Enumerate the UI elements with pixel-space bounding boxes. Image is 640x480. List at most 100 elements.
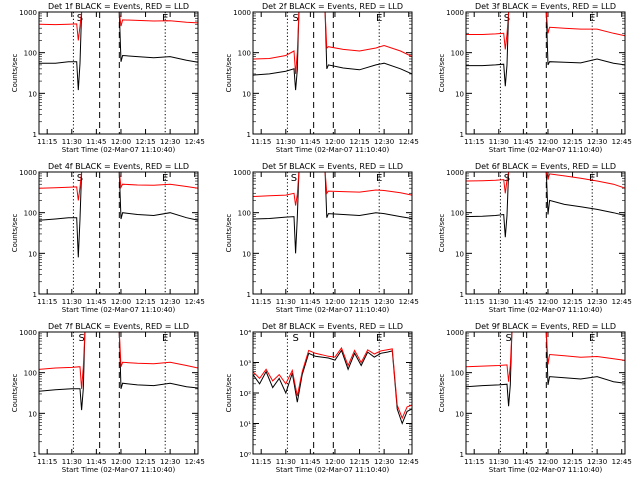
- y-tick-label: 100: [238, 50, 251, 58]
- x-tick-label: 12:15: [135, 138, 155, 146]
- y-axis-label: Counts/sec: [438, 214, 446, 253]
- plot-frame: [38, 11, 199, 135]
- x-tick-label: 12:00: [538, 138, 558, 146]
- events-series-line: [466, 332, 625, 407]
- x-tick-label: 12:30: [587, 138, 607, 146]
- x-axis-label: Start Time (02-Mar-07 11:10:40): [489, 146, 603, 154]
- end-marker: E: [162, 173, 168, 184]
- start-marker: S: [505, 333, 511, 344]
- events-series-line: [39, 332, 198, 411]
- events-series-line: [466, 172, 625, 238]
- x-tick-label: 12:30: [160, 458, 180, 466]
- start-marker: S: [292, 13, 298, 24]
- lld-series-line: [39, 172, 198, 201]
- end-marker: E: [589, 173, 595, 184]
- y-axis-label: Counts/sec: [225, 54, 233, 93]
- series-group: [466, 172, 625, 238]
- y-tick-label: 10: [455, 410, 464, 418]
- plot-frame: [465, 11, 626, 135]
- x-tick-label: 12:45: [185, 138, 205, 146]
- y-axis-label: Counts/sec: [11, 214, 19, 253]
- x-tick-label: 12:30: [587, 458, 607, 466]
- x-axis-label: Start Time (02-Mar-07 11:10:40): [276, 306, 390, 314]
- x-tick-label: 12:30: [374, 298, 394, 306]
- series-group: [253, 172, 412, 254]
- x-tick-label: 12:45: [399, 458, 419, 466]
- lld-series-line: [466, 172, 625, 194]
- x-axis-label: Start Time (02-Mar-07 11:10:40): [489, 466, 603, 474]
- y-tick-label: 100: [24, 370, 37, 378]
- end-marker: E: [162, 333, 168, 344]
- y-axis-label: Counts/sec: [438, 54, 446, 93]
- y-tick-label: 1: [247, 291, 251, 299]
- y-tick-label: 100: [24, 210, 37, 218]
- x-tick-label: 11:15: [37, 138, 57, 146]
- y-tick-label: 1: [247, 131, 251, 139]
- x-tick-label: 11:45: [86, 458, 106, 466]
- y-tick-label: 1: [33, 131, 37, 139]
- chart-title: Det 5f BLACK = Events, RED = LLD: [262, 162, 403, 171]
- end-marker: E: [589, 333, 595, 344]
- x-tick-label: 12:15: [135, 298, 155, 306]
- lld-series-line: [466, 332, 625, 382]
- y-tick-label: 1000: [446, 9, 464, 17]
- y-tick-label: 100: [238, 210, 251, 218]
- x-tick-label: 12:15: [562, 138, 582, 146]
- lld-series-line: [253, 172, 412, 206]
- chart-title: Det 4f BLACK = Events, RED = LLD: [48, 162, 189, 171]
- chart-title: Det 2f BLACK = Events, RED = LLD: [262, 2, 403, 11]
- y-tick-label: 10: [455, 90, 464, 98]
- x-tick-label: 12:45: [185, 298, 205, 306]
- end-marker: E: [376, 333, 382, 344]
- y-tick-label: 1: [460, 131, 464, 139]
- x-tick-label: 11:45: [513, 298, 533, 306]
- y-tick-label: 1000: [19, 9, 37, 17]
- x-tick-label: 12:00: [111, 138, 131, 146]
- y-tick-label: 10³: [239, 360, 251, 368]
- x-tick-label: 11:15: [464, 138, 484, 146]
- x-tick-label: 11:30: [489, 138, 509, 146]
- y-axis-label: Counts/sec: [225, 214, 233, 253]
- series-group: [39, 332, 198, 411]
- x-tick-label: 12:15: [349, 458, 369, 466]
- chart-panel-5: Det 5f BLACK = Events, RED = LLD 1 10 100 10…: [225, 162, 419, 314]
- start-marker: S: [504, 13, 510, 24]
- x-tick-label: 11:30: [276, 138, 296, 146]
- chart-panel-2: Det 2f BLACK = Events, RED = LLD 1 10 100 10…: [225, 2, 419, 154]
- lld-series-line: [253, 346, 412, 420]
- x-tick-label: 12:15: [562, 298, 582, 306]
- plot-frame: [38, 171, 199, 295]
- chart-title: Det 3f BLACK = Events, RED = LLD: [475, 2, 616, 11]
- x-tick-label: 11:15: [464, 458, 484, 466]
- chart-title: Det 9f BLACK = Events, RED = LLD: [475, 322, 616, 331]
- x-axis-label: Start Time (02-Mar-07 11:10:40): [62, 306, 176, 314]
- x-tick-label: 11:30: [276, 458, 296, 466]
- x-tick-label: 11:45: [86, 138, 106, 146]
- chart-panel-3: Det 3f BLACK = Events, RED = LLD 1 10 100 10…: [438, 2, 632, 154]
- lld-series-line: [466, 12, 625, 50]
- y-tick-label: 10²: [239, 390, 251, 398]
- start-marker: S: [291, 173, 297, 184]
- y-tick-label: 100: [24, 50, 37, 58]
- y-tick-label: 1: [33, 291, 37, 299]
- y-axis-label: Counts/sec: [11, 374, 19, 413]
- x-tick-label: 12:00: [111, 458, 131, 466]
- events-series-line: [466, 12, 625, 87]
- x-tick-label: 12:15: [562, 458, 582, 466]
- plot-frame: [252, 171, 413, 295]
- x-tick-label: 12:00: [538, 298, 558, 306]
- end-marker: E: [376, 173, 382, 184]
- lld-series-line: [39, 12, 198, 41]
- end-marker: E: [589, 13, 595, 24]
- series-group: [466, 12, 625, 87]
- y-tick-label: 1000: [19, 169, 37, 177]
- x-axis-label: Start Time (02-Mar-07 11:10:40): [276, 466, 390, 474]
- y-tick-label: 10: [242, 90, 251, 98]
- events-series-line: [253, 172, 412, 254]
- y-tick-label: 10⁴: [239, 329, 251, 337]
- y-tick-label: 1: [460, 291, 464, 299]
- y-tick-label: 1000: [446, 169, 464, 177]
- end-marker: E: [162, 13, 168, 24]
- y-tick-label: 10⁰: [239, 451, 251, 459]
- events-series-line: [253, 349, 412, 425]
